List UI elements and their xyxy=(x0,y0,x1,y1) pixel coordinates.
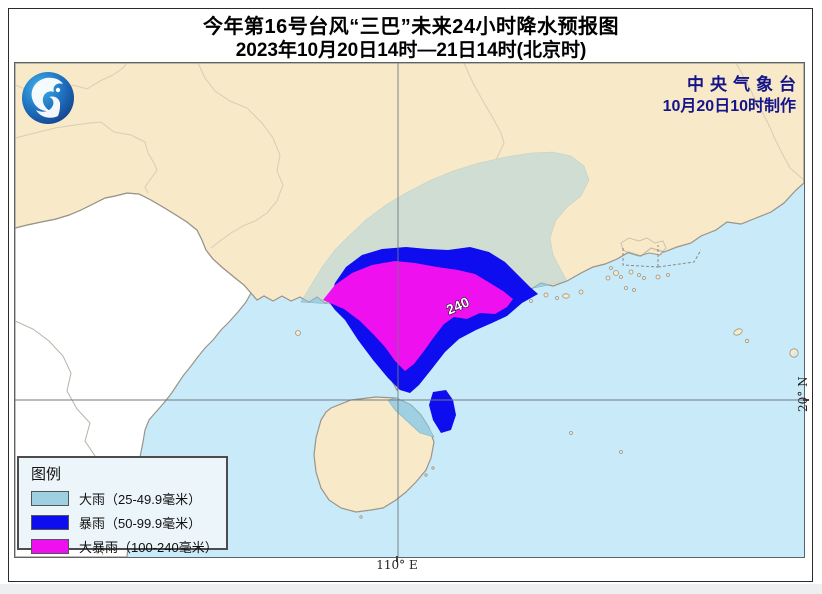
legend-label: 暴雨（50-99.9毫米） xyxy=(79,516,202,531)
figure-subtitle: 2023年10月20日14时—21日14时(北京时) xyxy=(235,40,587,61)
legend-title: 图例 xyxy=(31,466,62,483)
legend-item: 暴雨（50-99.9毫米） xyxy=(31,513,216,532)
figure-title: 今年第16号台风“三巴”未来24小时降水预报图 xyxy=(203,16,619,38)
bottom-strip xyxy=(0,584,822,594)
lon-axis-label: 110° E xyxy=(376,558,418,572)
agency-issue-time: 10月20日10时制作 xyxy=(662,98,796,115)
legend: 图例 大雨（25-49.9毫米） 暴雨（50-99.9毫米） 大暴雨（100-2… xyxy=(17,456,228,555)
legend-label: 大雨（25-49.9毫米） xyxy=(79,492,202,507)
legend-item: 大暴雨（100-240毫米） xyxy=(31,537,218,556)
cma-logo-icon xyxy=(22,72,74,124)
heavy-rainstorm-band xyxy=(323,261,513,371)
small-islands xyxy=(295,266,799,519)
rainstorm-hainan-patch xyxy=(429,390,456,433)
sar-dashed-boundary xyxy=(622,245,702,268)
legend-swatch-heavy-rainstorm xyxy=(31,539,69,554)
lat-tick xyxy=(803,399,809,401)
legend-swatch-heavy-rain xyxy=(31,491,69,506)
legend-swatch-rainstorm xyxy=(31,515,69,530)
heavy-rain-hainan-patch xyxy=(387,397,435,438)
lon-tick xyxy=(396,556,398,562)
legend-label: 大暴雨（100-240毫米） xyxy=(79,540,218,555)
agency-credit: 中央气象台 10月20日10时制作 xyxy=(663,74,796,118)
ring-island-lagoon xyxy=(793,352,797,356)
agency-name: 中央气象台 xyxy=(687,75,802,94)
lat-axis-label: 20° N xyxy=(796,376,810,412)
legend-item: 大雨（25-49.9毫米） xyxy=(31,489,216,508)
